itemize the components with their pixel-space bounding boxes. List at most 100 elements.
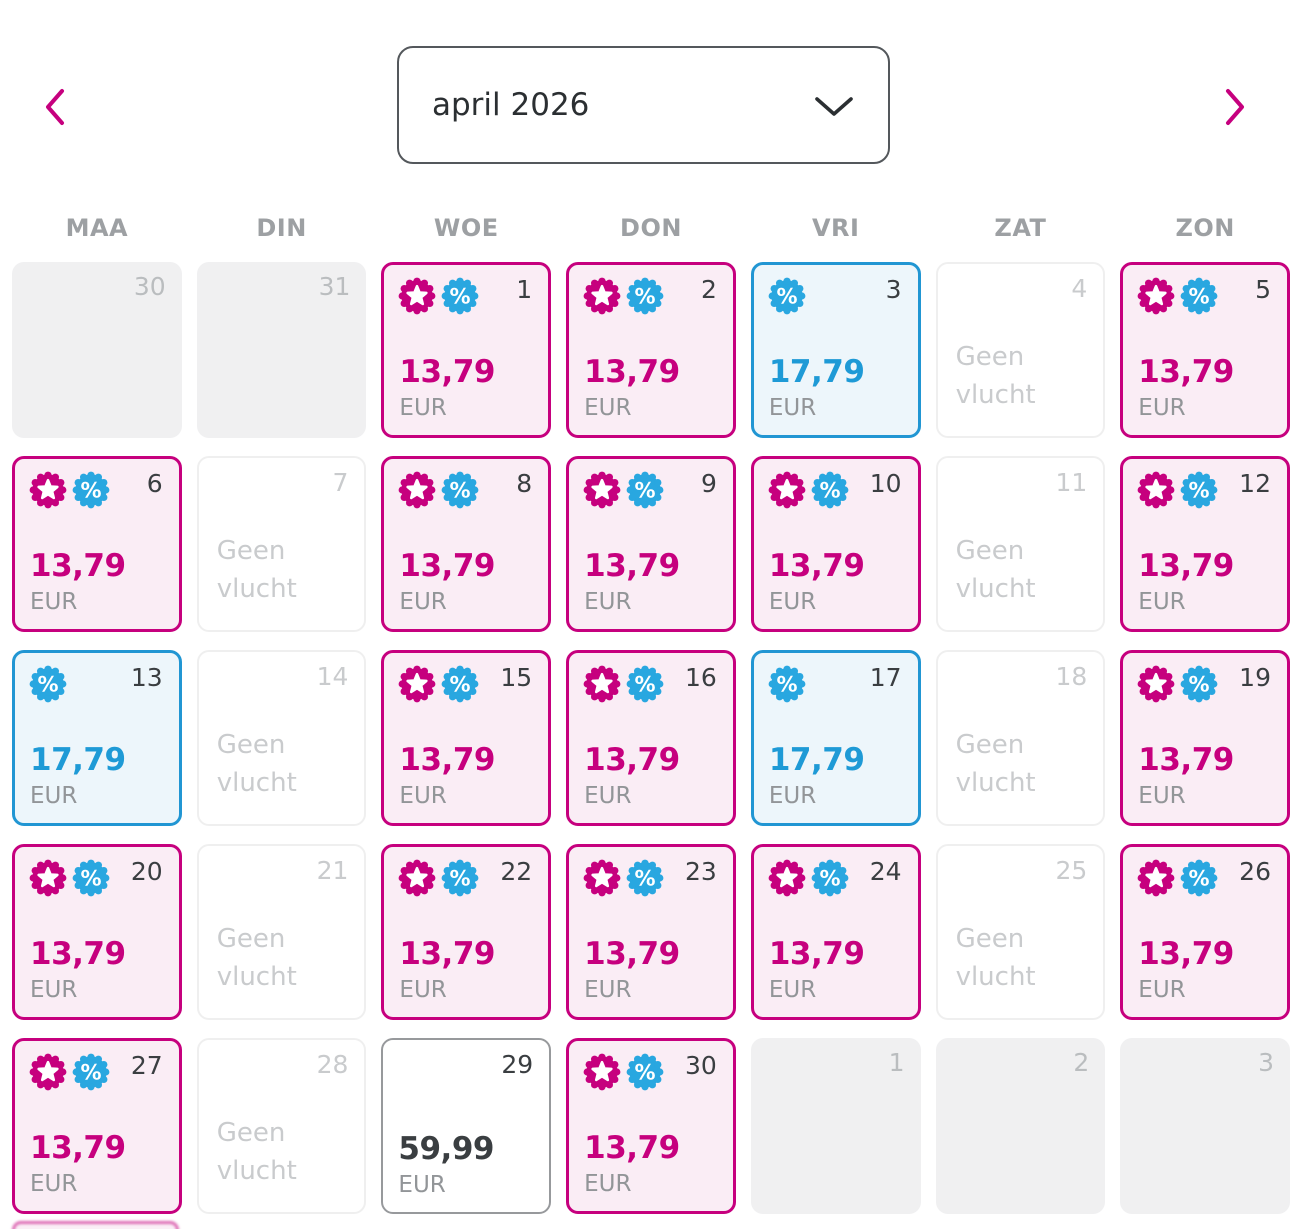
day-number: 24 bbox=[869, 857, 902, 886]
svg-text:%: % bbox=[1189, 479, 1210, 503]
no-flight-label: Geen vlucht bbox=[216, 924, 297, 992]
day-number: 25 bbox=[1055, 856, 1088, 885]
day-cell[interactable]: 5% 13,79 EUR bbox=[1120, 262, 1290, 438]
star-badge-icon bbox=[767, 858, 807, 898]
chevron-right-icon bbox=[1222, 87, 1248, 127]
price-block: 59,99 EUR bbox=[398, 1131, 494, 1198]
calendar-grid: 30 31 1% 13,79 EUR 2% 13,79 EUR 3% 17,79 EUR 4 Geen v… bbox=[12, 262, 1290, 1214]
price-block: 17,79 EUR bbox=[30, 742, 126, 809]
day-number: 2 bbox=[1073, 1048, 1090, 1077]
day-cell[interactable]: 10% 13,79 EUR bbox=[750, 456, 921, 632]
day-number: 5 bbox=[1255, 275, 1271, 304]
svg-text:%: % bbox=[1189, 673, 1210, 697]
svg-text:%: % bbox=[37, 673, 58, 697]
price-block: 13,79 EUR bbox=[30, 548, 126, 615]
next-month-button[interactable] bbox=[1208, 80, 1262, 134]
price-value: 13,79 bbox=[768, 548, 865, 584]
weekday-label: ZON bbox=[1175, 214, 1235, 242]
weekday-label: VRI bbox=[811, 214, 860, 242]
star-badge-icon bbox=[582, 276, 622, 316]
price-value: 13,79 bbox=[1138, 936, 1234, 972]
star-badge-icon bbox=[397, 276, 437, 316]
day-number: 10 bbox=[869, 469, 902, 498]
svg-text:%: % bbox=[635, 285, 656, 309]
day-cell: 30 bbox=[12, 262, 182, 438]
day-number: 3 bbox=[885, 275, 902, 304]
price-value: 17,79 bbox=[768, 742, 865, 778]
badge-row: % bbox=[28, 664, 68, 704]
day-number: 15 bbox=[500, 663, 533, 692]
day-cell[interactable]: 13% 17,79 EUR bbox=[12, 650, 182, 826]
star-badge-icon bbox=[28, 470, 68, 510]
currency-label: EUR bbox=[1138, 395, 1186, 421]
day-number: 8 bbox=[516, 469, 533, 498]
no-flight-label: Geen vlucht bbox=[955, 536, 1036, 604]
day-cell[interactable]: 3% 17,79 EUR bbox=[750, 262, 921, 438]
percent-badge-icon: % bbox=[767, 664, 807, 704]
star-badge-icon bbox=[1136, 470, 1176, 510]
percent-badge-icon: % bbox=[625, 664, 665, 704]
day-cell[interactable]: 15% 13,79 EUR bbox=[381, 650, 552, 826]
svg-text:%: % bbox=[1189, 867, 1210, 891]
currency-label: EUR bbox=[399, 783, 447, 809]
cutoff-next-row bbox=[12, 1221, 179, 1229]
currency-label: EUR bbox=[1138, 589, 1186, 615]
day-number: 13 bbox=[130, 663, 163, 692]
badge-row: % bbox=[397, 664, 480, 704]
day-cell[interactable]: 24% 13,79 EUR bbox=[750, 844, 921, 1020]
svg-text:%: % bbox=[776, 673, 797, 697]
svg-text:%: % bbox=[635, 673, 656, 697]
day-cell: 31 bbox=[196, 262, 367, 438]
day-cell[interactable]: 19% 13,79 EUR bbox=[1120, 650, 1290, 826]
day-number: 1 bbox=[516, 275, 533, 304]
price-value: 13,79 bbox=[584, 548, 680, 584]
currency-label: EUR bbox=[768, 783, 817, 809]
star-badge-icon bbox=[397, 664, 437, 704]
badge-row: % bbox=[582, 664, 665, 704]
badge-row: % bbox=[767, 276, 807, 316]
price-block: 13,79 EUR bbox=[584, 548, 680, 615]
day-cell[interactable]: 26% 13,79 EUR bbox=[1120, 844, 1290, 1020]
badge-row: % bbox=[397, 470, 480, 510]
weekday-label: DON bbox=[620, 214, 682, 242]
currency-label: EUR bbox=[30, 1171, 78, 1197]
no-flight-label: Geen vlucht bbox=[955, 730, 1036, 798]
day-cell[interactable]: 2% 13,79 EUR bbox=[566, 262, 736, 438]
star-badge-icon bbox=[28, 858, 68, 898]
day-cell[interactable]: 23% 13,79 EUR bbox=[566, 844, 736, 1020]
day-cell[interactable]: 17% 17,79 EUR bbox=[750, 650, 921, 826]
price-value: 13,79 bbox=[768, 936, 865, 972]
price-value: 13,79 bbox=[399, 742, 495, 778]
day-cell[interactable]: 30% 13,79 EUR bbox=[566, 1038, 736, 1214]
badge-row: % bbox=[582, 1052, 665, 1092]
star-badge-icon bbox=[582, 1052, 622, 1092]
price-block: 13,79 EUR bbox=[399, 936, 495, 1003]
currency-label: EUR bbox=[1138, 977, 1186, 1003]
price-block: 13,79 EUR bbox=[584, 936, 680, 1003]
day-cell[interactable]: 29 59,99 EUR bbox=[381, 1038, 552, 1214]
day-cell[interactable]: 12% 13,79 EUR bbox=[1120, 456, 1290, 632]
month-selector[interactable]: april 2026 bbox=[397, 46, 890, 164]
price-block: 13,79 EUR bbox=[1138, 548, 1234, 615]
day-cell[interactable]: 27% 13,79 EUR bbox=[12, 1038, 182, 1214]
day-cell[interactable]: 6% 13,79 EUR bbox=[12, 456, 182, 632]
day-number: 26 bbox=[1239, 857, 1271, 886]
price-value: 13,79 bbox=[1138, 742, 1234, 778]
day-cell[interactable]: 8% 13,79 EUR bbox=[381, 456, 552, 632]
day-number: 30 bbox=[133, 272, 166, 301]
price-value: 13,79 bbox=[1138, 354, 1234, 390]
day-cell[interactable]: 1% 13,79 EUR bbox=[381, 262, 552, 438]
price-value: 13,79 bbox=[584, 1130, 680, 1166]
currency-label: EUR bbox=[399, 977, 447, 1003]
day-cell[interactable]: 20% 13,79 EUR bbox=[12, 844, 182, 1020]
percent-badge-icon: % bbox=[1179, 276, 1219, 316]
day-cell[interactable]: 9% 13,79 EUR bbox=[566, 456, 736, 632]
day-cell[interactable]: 16% 13,79 EUR bbox=[566, 650, 736, 826]
percent-badge-icon: % bbox=[71, 858, 111, 898]
price-block: 13,79 EUR bbox=[1138, 742, 1234, 809]
day-cell[interactable]: 22% 13,79 EUR bbox=[381, 844, 552, 1020]
star-badge-icon bbox=[767, 470, 807, 510]
svg-text:%: % bbox=[80, 867, 101, 891]
prev-month-button[interactable] bbox=[28, 80, 82, 134]
